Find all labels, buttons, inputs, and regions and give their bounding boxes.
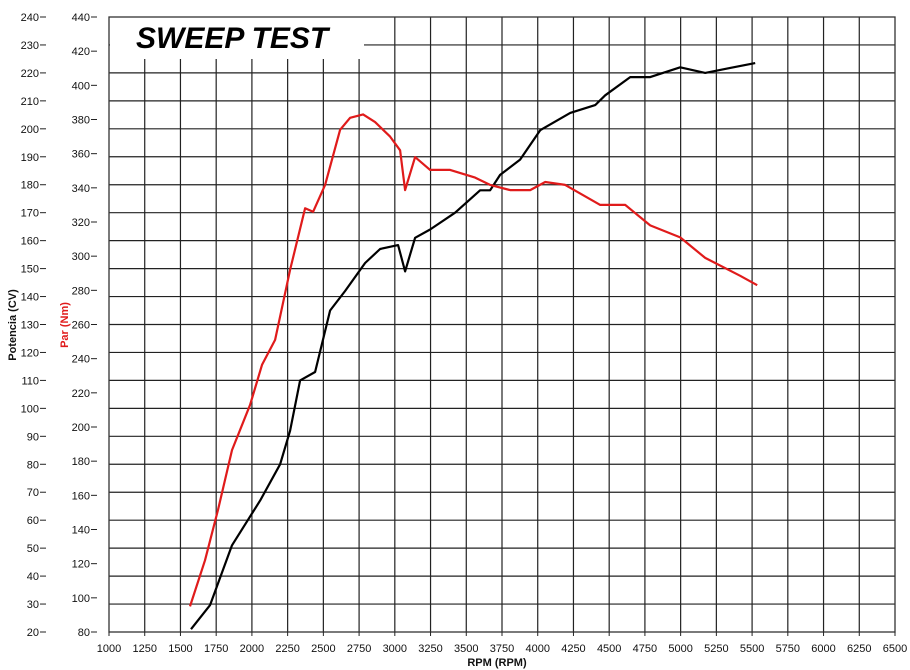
x-tick-label: 6000 <box>811 643 835 655</box>
y-left-tick-label: 180 <box>21 180 39 192</box>
y-right-tick-label: 300 <box>72 251 90 263</box>
y-left-tick-label: 140 <box>21 292 39 304</box>
y-right-tick-label: 200 <box>72 422 90 434</box>
y-left-tick-label: 20 <box>27 627 39 639</box>
y-left-tick-label: 210 <box>21 96 39 108</box>
y-right-tick-label: 320 <box>72 217 90 229</box>
x-axis-label: RPM (RPM) <box>467 657 527 669</box>
y-right-tick-label: 100 <box>72 593 90 605</box>
y-right-tick-label: 220 <box>72 388 90 400</box>
y-right-tick-label: 140 <box>72 525 90 537</box>
y-left-tick-label: 190 <box>21 152 39 164</box>
y-left-tick-label: 40 <box>27 571 39 583</box>
y-right-tick-label: 80 <box>78 627 90 639</box>
y-left-tick-label: 170 <box>21 208 39 220</box>
y-left-tick-label: 100 <box>21 403 39 415</box>
series-lines <box>188 62 758 630</box>
x-tick-label: 5500 <box>740 643 764 655</box>
x-tick-label: 1250 <box>132 643 156 655</box>
x-tick-label: 3250 <box>418 643 442 655</box>
y-right-tick-label: 380 <box>72 115 90 127</box>
y-right-tick-label: 420 <box>72 46 90 58</box>
x-tick-label: 1000 <box>97 643 121 655</box>
y-right-tick-label: 280 <box>72 285 90 297</box>
x-tick-label: 6500 <box>883 643 907 655</box>
x-tick-label: 4000 <box>525 643 549 655</box>
y-left-tick-label: 80 <box>27 459 39 471</box>
y-right-tick-label: 260 <box>72 320 90 332</box>
x-tick-label: 1500 <box>168 643 192 655</box>
x-tick-label: 1750 <box>204 643 228 655</box>
chart-title: SWEEP TEST <box>136 22 331 55</box>
y-left-tick-label: 120 <box>21 347 39 359</box>
torque-curve <box>188 113 758 607</box>
y-left-tick-label: 220 <box>21 68 39 80</box>
x-tick-label: 2500 <box>311 643 335 655</box>
x-tick-label: 3500 <box>454 643 478 655</box>
x-tick-label: 4750 <box>633 643 657 655</box>
x-tick-label: 3000 <box>383 643 407 655</box>
y-right-tick-label: 120 <box>72 559 90 571</box>
y-left-tick-label: 230 <box>21 40 39 52</box>
y-right-tick-label: 440 <box>72 12 90 24</box>
x-tick-label: 2750 <box>347 643 371 655</box>
y-left-tick-label: 200 <box>21 124 39 136</box>
y-right-axis-label: Par (Nm) <box>59 302 71 348</box>
y-left-tick-label: 240 <box>21 12 39 24</box>
y-right-tick-label: 400 <box>72 80 90 92</box>
y-left-tick-label: 90 <box>27 431 39 443</box>
y-left-tick-label: 110 <box>21 375 39 387</box>
y-left-tick-label: 130 <box>21 320 39 332</box>
y-left-axis-label: Potencia (CV) <box>7 289 19 361</box>
y-left-tick-label: 50 <box>27 543 39 555</box>
y-right-tick-label: 160 <box>72 490 90 502</box>
y-left-tick-label: 160 <box>21 236 39 248</box>
x-tick-label: 4500 <box>597 643 621 655</box>
y-left-tick-label: 150 <box>21 264 39 276</box>
y-right-tick-label: 180 <box>72 456 90 468</box>
x-tick-label: 2000 <box>240 643 264 655</box>
y-left-tick-label: 70 <box>27 487 39 499</box>
title-backdrop <box>110 16 364 59</box>
x-tick-label: 6250 <box>847 643 871 655</box>
x-tick-label: 3750 <box>490 643 514 655</box>
y-left-tick-label: 30 <box>27 599 39 611</box>
grid <box>109 17 895 632</box>
y-right-tick-label: 240 <box>72 354 90 366</box>
axis-ticks: 1000 1250 1500 1750 2000 2250 2500 2750 3000 3250… <box>21 12 908 655</box>
x-tick-label: 5000 <box>668 643 692 655</box>
x-tick-label: 5250 <box>704 643 728 655</box>
x-tick-label: 4250 <box>561 643 585 655</box>
y-left-tick-label: 60 <box>27 515 39 527</box>
power-curve <box>190 62 756 630</box>
y-right-tick-label: 360 <box>72 149 90 161</box>
x-tick-label: 5750 <box>776 643 800 655</box>
x-tick-label: 2250 <box>275 643 299 655</box>
y-right-tick-label: 340 <box>72 183 90 195</box>
